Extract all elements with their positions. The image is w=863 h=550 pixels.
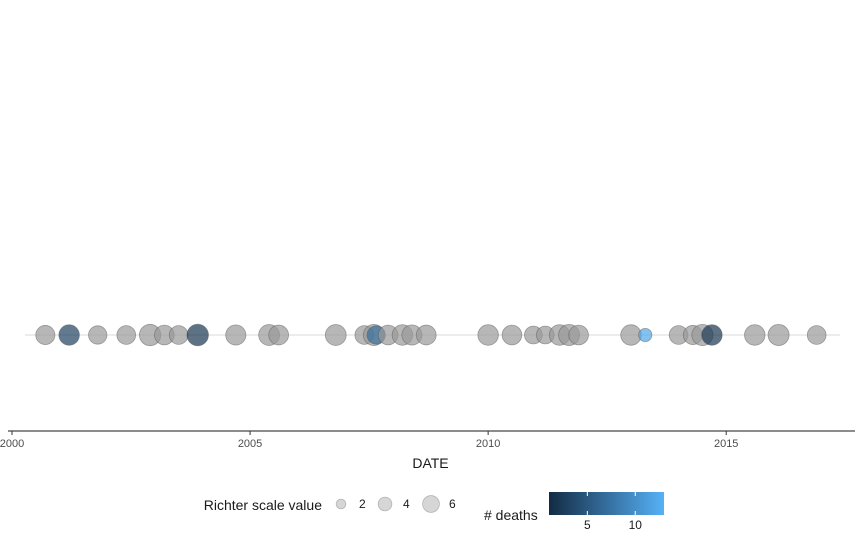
points-layer — [35, 323, 827, 347]
size-legend-key — [422, 495, 440, 513]
x-tick-label: 2010 — [476, 438, 500, 450]
earthquake-point — [116, 325, 137, 345]
color-legend-title: # deaths — [484, 507, 538, 523]
size-legend-keys: 2 4 6 — [335, 495, 456, 513]
color-legend-ticks: 5 10 — [584, 492, 642, 532]
earthquake-point — [88, 325, 108, 345]
color-legend-label: 10 — [629, 518, 643, 532]
x-tick-label: 2015 — [714, 438, 738, 450]
size-legend-key — [377, 496, 393, 512]
x-tick-label: 2005 — [238, 438, 262, 450]
color-legend: # deaths 5 10 — [484, 492, 664, 532]
earthquake-point — [186, 323, 209, 347]
x-axis-ticks: 2000 2005 2010 2015 — [0, 431, 738, 450]
color-legend-gradient-bar — [549, 492, 664, 515]
earthquake-point — [415, 324, 437, 346]
earthquake-point — [806, 325, 827, 345]
earthquake-point — [620, 324, 642, 346]
earthquake-point — [225, 324, 247, 346]
x-axis-title: DATE — [412, 455, 448, 471]
earthquake-point — [168, 325, 189, 345]
earthquake-point — [35, 325, 56, 345]
earthquake-point — [701, 324, 723, 346]
size-legend: Richter scale value 2 4 6 — [204, 495, 456, 513]
size-legend-title: Richter scale value — [204, 497, 322, 513]
plot-panel — [25, 323, 840, 347]
size-legend-label: 6 — [449, 497, 456, 511]
earthquake-point — [324, 324, 347, 346]
size-legend-label: 4 — [403, 497, 410, 511]
earthquake-point — [767, 324, 790, 346]
earthquake-point — [58, 324, 80, 346]
x-tick-label: 2000 — [0, 438, 24, 450]
size-legend-label: 2 — [359, 497, 366, 511]
earthquake-point — [744, 324, 766, 346]
earthquake-point — [568, 324, 589, 346]
earthquake-point — [638, 327, 653, 343]
earthquake-point — [268, 324, 289, 346]
earthquake-point — [477, 324, 499, 346]
size-legend-key — [335, 498, 347, 510]
color-legend-label: 5 — [584, 518, 591, 532]
earthquake-point — [501, 324, 523, 346]
